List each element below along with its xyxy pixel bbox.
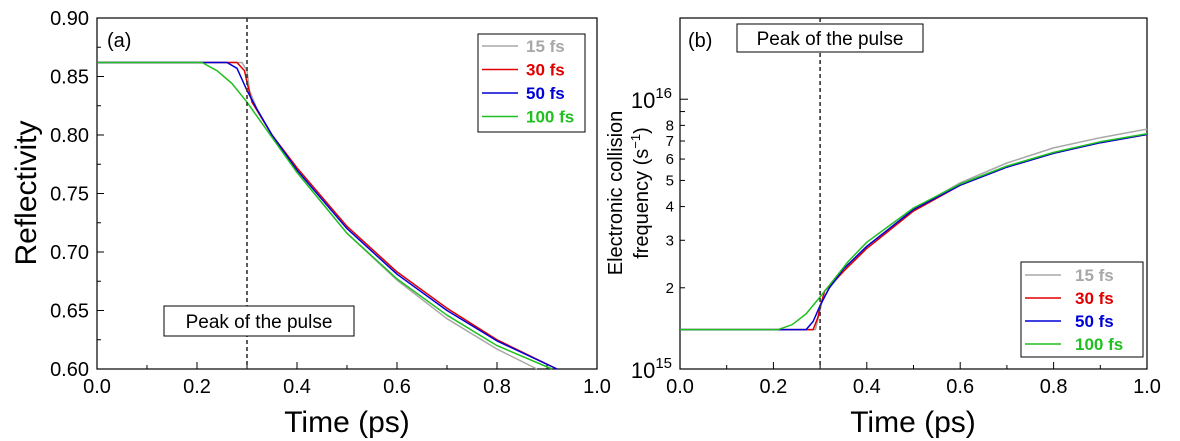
panel-b-legend-label: 100 fs: [1075, 335, 1123, 354]
panel-a-reflectivity-chart: 0.0 0.2 0.4 0.6 0.8 1.0 0.60 0.65 0.70 0.75 0.80 0.…: [10, 8, 611, 439]
panel-a-y-axis-label: Reflectivity: [10, 120, 43, 265]
panel-a-x-tick-label: 0.0: [83, 376, 111, 398]
panel-b-series-line: [680, 132, 1148, 331]
panel-a-ticks: 0.0 0.2 0.4 0.6 0.8 1.0 0.60 0.65 0.70 0.75 0.80 0.…: [50, 8, 611, 398]
panel-b-y-major-tick-label: 1015: [631, 355, 672, 383]
panel-b-series: [680, 128, 1148, 331]
panel-a-series-line: [97, 61, 553, 370]
panel-b-collision-frequency-chart: 0.0 0.2 0.4 0.6 0.8 1.0 1015 1016 2 3 4 5 678 (b) Pe…: [605, 17, 1161, 439]
panel-b-x-tick-label: 0.8: [1040, 376, 1068, 398]
panel-b-x-tick-label: 0.6: [946, 376, 974, 398]
panel-a-y-tick-label: 0.85: [50, 67, 89, 89]
panel-b-ticks: 0.0 0.2 0.4 0.6 0.8 1.0 1015 1016 2 3 4 5 678: [631, 85, 1161, 398]
panel-a-annotation-text: Peak of the pulse: [186, 312, 333, 333]
panel-b-y-minor-tick-label: 5: [666, 172, 674, 189]
panel-b-y-axis-label-sup: −1: [628, 134, 643, 149]
panel-b-annotation-box: [736, 23, 924, 53]
panel-a-x-tick-label: 0.4: [283, 376, 311, 398]
panel-a-annotation-box: [163, 305, 355, 337]
panel-a-series: [97, 61, 558, 370]
panel-a-x-tick-label: 1.0: [583, 376, 611, 398]
panel-a-legend-label: 50 fs: [526, 84, 565, 103]
panel-b-x-tick-label: 1.0: [1133, 376, 1161, 398]
panel-a-series-line: [97, 61, 558, 370]
panel-a-annotation: Peak of the pulse: [163, 305, 355, 337]
panel-b-label: (b): [688, 30, 712, 52]
panel-b-series-line: [680, 133, 1148, 331]
panel-b-legend-label: 30 fs: [1075, 289, 1114, 308]
panel-b-annotation: Peak of the pulse: [736, 23, 924, 53]
panel-b-legend-label: 50 fs: [1075, 312, 1114, 331]
panel-b-x-tick-label: 0.2: [759, 376, 787, 398]
panel-a-y-tick-label: 0.70: [50, 242, 89, 264]
panel-a-legend-box: [477, 33, 586, 133]
panel-a-legend: 15 fs 30 fs 50 fs 100 fs: [477, 33, 586, 133]
panel-a-y-tick-label: 0.90: [50, 8, 89, 30]
panel-b-x-tick-label: 0.0: [666, 376, 694, 398]
panel-a-x-tick-label: 0.2: [183, 376, 211, 398]
panel-b-legend: 15 fs 30 fs 50 fs 100 fs: [1020, 261, 1144, 358]
panel-b-y-minor-tick-label: 8: [666, 117, 674, 134]
panel-b-y-minor-tick-label: 4: [666, 199, 674, 216]
panel-a-legend-label: 100 fs: [526, 108, 574, 127]
panel-b-y-axis-label-line1: Electronic collision: [605, 111, 627, 276]
panel-a-x-tick-label: 0.6: [383, 376, 411, 398]
panel-b-y-axis-label-line2: frequency (s−1): [628, 127, 653, 259]
panel-b-legend-label: 15 fs: [1075, 266, 1114, 285]
panel-b-x-tick-label: 0.4: [853, 376, 881, 398]
panel-a-x-tick-label: 0.8: [483, 376, 511, 398]
panel-a-legend-label: 30 fs: [526, 61, 565, 80]
panel-b-annotation-text: Peak of the pulse: [757, 29, 904, 50]
panel-a-legend-label: 15 fs: [526, 37, 565, 56]
panel-b-y-minor-tick-label: 2: [666, 280, 674, 297]
panel-b-y-axis-label-close: ): [631, 127, 653, 134]
panel-a-y-tick-label: 0.75: [50, 184, 89, 206]
panel-b-y-major-tick-label: 1016: [631, 85, 672, 113]
panel-b-y-minor-tick-label: 7: [666, 133, 674, 150]
panel-a-x-axis-label: Time (ps): [284, 406, 410, 439]
panel-b-y-minor-tick-label: 6: [666, 151, 674, 168]
panel-a-label: (a): [107, 30, 131, 52]
panel-b-y-minor-tick-label: 3: [666, 232, 674, 249]
panel-a-y-tick-label: 0.65: [50, 301, 89, 323]
panel-b-y-axis-label-main: frequency (s: [631, 149, 653, 259]
panel-a-y-tick-label: 0.60: [50, 359, 89, 381]
panel-b-x-axis-label: Time (ps): [850, 406, 976, 439]
panel-a-y-tick-label: 0.80: [50, 125, 89, 147]
panel-b-legend-box: [1020, 261, 1144, 358]
